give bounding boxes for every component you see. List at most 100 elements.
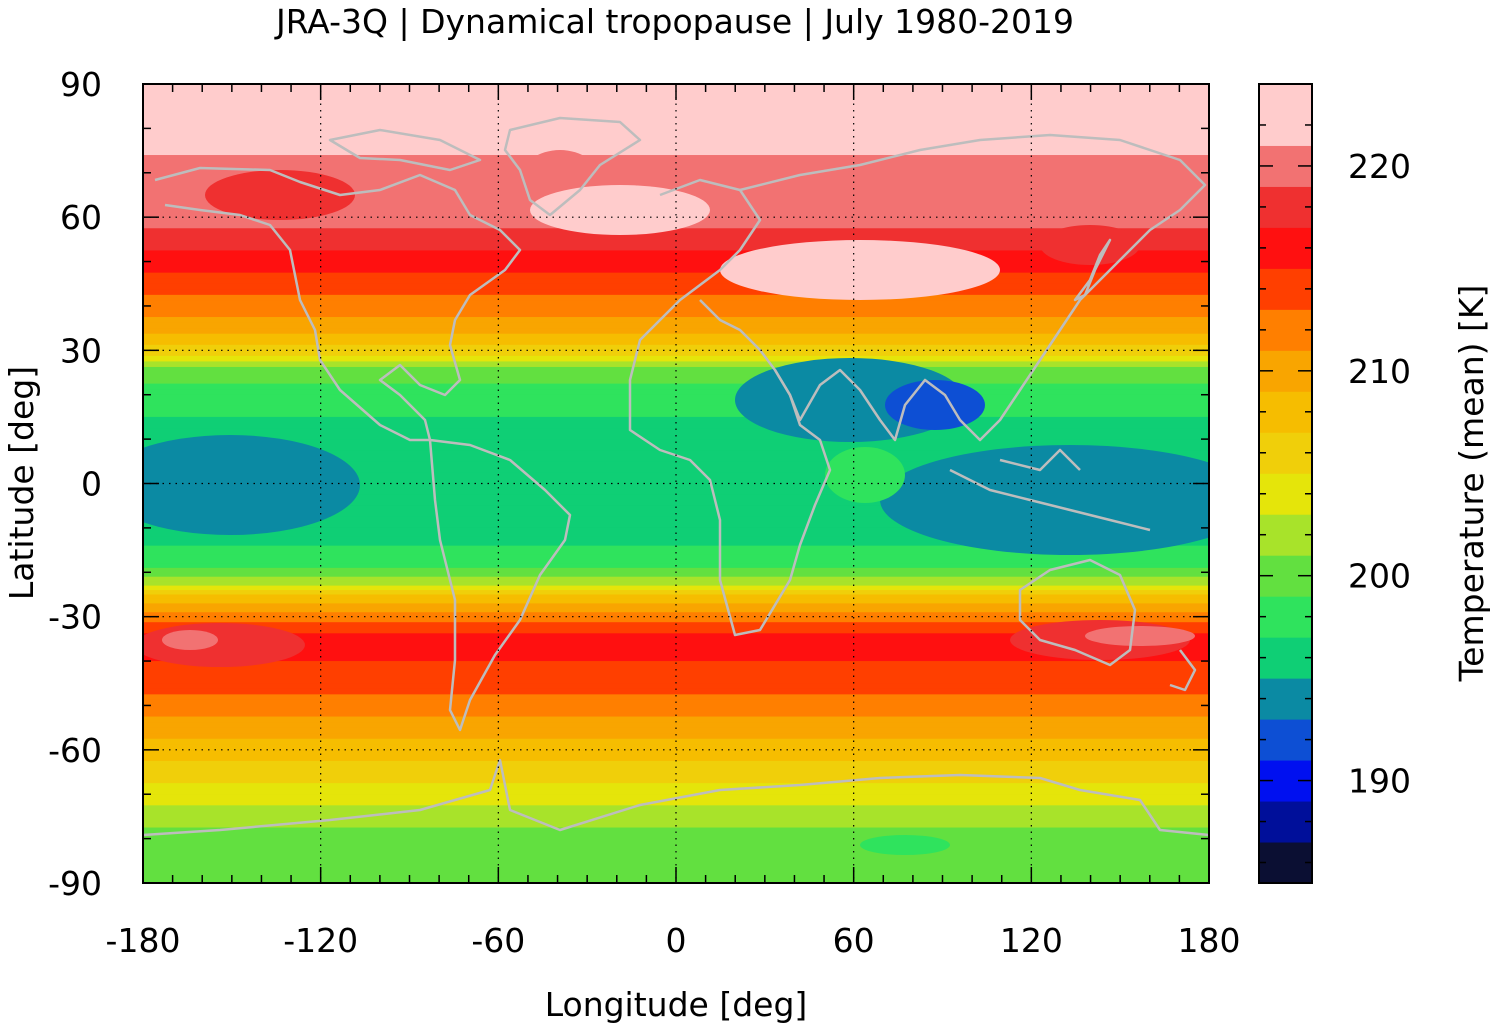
- temperature-band: [143, 607, 1209, 613]
- colorbar-frame: [1258, 83, 1313, 884]
- australia-coastline: [1018, 558, 1137, 667]
- temperature-band: [143, 333, 1209, 340]
- temperature-band: [143, 766, 1209, 773]
- temperature-band: [143, 483, 1209, 496]
- temperature-band: [143, 633, 1209, 640]
- temperature-band: [143, 733, 1209, 740]
- temperature-band: [143, 622, 1209, 629]
- temperature-band: [143, 710, 1209, 718]
- temperature-band: [143, 833, 1209, 840]
- antarctica-coastline: [143, 758, 1209, 837]
- arctic-islands-coastline: [328, 128, 482, 172]
- temperature-band: [143, 661, 1209, 673]
- temperature-band: [143, 688, 1209, 695]
- y-tick-labels: 90 60 30 0 -30 -60 -90: [48, 65, 102, 903]
- y-axis-label: Latitude [deg]: [2, 366, 41, 600]
- temperature-band: [143, 760, 1209, 768]
- colorbar: [1259, 84, 1312, 884]
- new-zealand-coastline: [1169, 649, 1197, 692]
- colorbar-tick-label: 200: [1348, 557, 1411, 596]
- temperature-band: [143, 146, 1209, 156]
- x-tick-label: -120: [283, 921, 358, 960]
- colorbar-segment: [1259, 309, 1312, 351]
- temperature-band: [143, 727, 1209, 734]
- colorbar-segment: [1259, 596, 1312, 638]
- temperature-band: [143, 305, 1209, 313]
- temperature-band: [143, 672, 1209, 684]
- temperature-band: [143, 339, 1209, 346]
- temperature-features: [143, 150, 1209, 855]
- temperature-band: [143, 317, 1209, 324]
- temperature-band: [143, 505, 1209, 518]
- temperature-band: [143, 394, 1209, 407]
- colorbar-tick-labels: 220 210 200 190: [1348, 147, 1411, 801]
- eurasia-warm-patch: [720, 240, 1000, 300]
- temperature-band: [143, 344, 1209, 351]
- temperature-band: [143, 516, 1209, 529]
- temperature-band: [143, 616, 1209, 623]
- temperature-band: [143, 272, 1209, 279]
- colorbar-segment: [1259, 514, 1312, 556]
- temperature-band: [143, 860, 1209, 873]
- colorbar-segment: [1259, 84, 1312, 146]
- temperature-band: [143, 612, 1209, 618]
- temperature-band: [143, 155, 1209, 165]
- colorbar-segment: [1259, 268, 1312, 310]
- temperature-band: [143, 722, 1209, 729]
- x-axis-label: Longitude [deg]: [545, 985, 808, 1024]
- temperature-band: [143, 649, 1209, 662]
- colorbar-tick-label: 210: [1348, 352, 1411, 391]
- colorbar-ticks: [1259, 83, 1312, 864]
- temperature-band: [143, 536, 1209, 547]
- temperature-band: [143, 278, 1209, 285]
- temperature-band: [143, 472, 1209, 485]
- temperature-band: [143, 383, 1209, 390]
- colorbar-label: Temperature (mean) [K]: [1452, 285, 1491, 683]
- temperature-band: [143, 572, 1209, 578]
- temperature-band: [143, 827, 1209, 834]
- colorbar-segment: [1259, 186, 1312, 228]
- x-tick-label: 60: [833, 921, 875, 960]
- temperature-band: [143, 838, 1209, 851]
- temperature-band: [143, 683, 1209, 690]
- temperature-band: [143, 638, 1209, 651]
- y-tick-label: 60: [60, 198, 102, 237]
- temperature-band: [143, 250, 1209, 263]
- temperature-band: [143, 355, 1209, 363]
- temperature-band: [143, 805, 1209, 812]
- colorbar-segment: [1259, 227, 1312, 269]
- y-tick-label: 90: [60, 65, 102, 104]
- south-pacific-warmest-patch: [162, 630, 218, 650]
- temperature-band: [143, 849, 1209, 862]
- colorbar-segment: [1259, 678, 1312, 720]
- plot-frame: [142, 83, 1210, 884]
- colorbar-segment: [1259, 842, 1312, 884]
- coastlines: [143, 116, 1209, 837]
- y-tick-label: 30: [60, 331, 102, 370]
- east-asia-warm-patch: [1040, 225, 1140, 265]
- east-pacific-cold-pool: [143, 435, 360, 535]
- temperature-band: [143, 716, 1209, 723]
- temperature-band: [143, 267, 1209, 274]
- colorbar-tick-label: 190: [1348, 762, 1411, 801]
- south-america-coastline: [428, 438, 572, 732]
- greenland-coastline: [503, 116, 642, 217]
- antarctic-patch: [860, 835, 950, 855]
- x-tick-label: 120: [1000, 921, 1063, 960]
- west-pacific-cold-pool: [880, 445, 1209, 555]
- y-tick-label: 0: [81, 465, 102, 504]
- temperature-band: [143, 594, 1209, 600]
- y-tick-label: -30: [48, 598, 102, 637]
- y-tick-label: -90: [48, 864, 102, 903]
- temperature-band: [143, 788, 1209, 795]
- temperature-band: [143, 372, 1209, 379]
- temperature-band: [143, 239, 1209, 252]
- temperature-band: [143, 294, 1209, 301]
- south-pacific-warm-patch: [143, 623, 305, 667]
- temperature-band: [143, 598, 1209, 604]
- temperature-band: [143, 799, 1209, 806]
- x-tick-label: 180: [1178, 921, 1241, 960]
- temperature-band: [143, 581, 1209, 587]
- temperature-band: [143, 545, 1209, 556]
- temperature-band: [143, 439, 1209, 451]
